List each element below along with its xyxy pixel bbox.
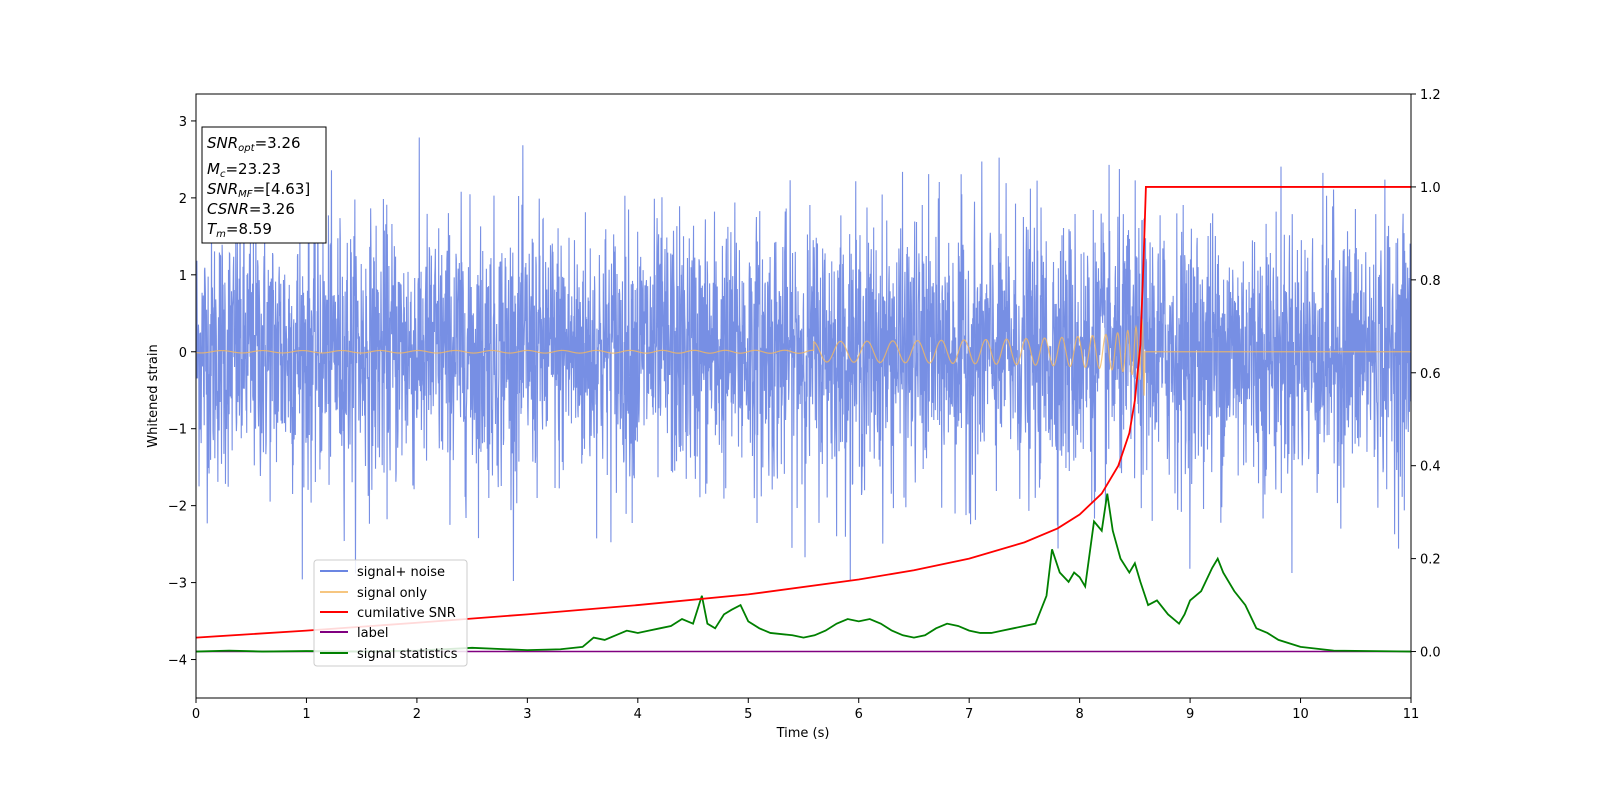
x-tick-label-7: 7 xyxy=(965,707,973,722)
signal-noise-line xyxy=(196,137,1411,582)
series-signal-noise xyxy=(196,137,1411,582)
y-right-tick-label-5: 0.2 xyxy=(1420,553,1441,568)
x-tick-label-1: 1 xyxy=(302,707,310,722)
y-axis-left: 3 2 1 0 −1 −2 −3 −4 xyxy=(168,115,196,669)
legend-label-cumulative-snr: cumilative SNR xyxy=(357,606,456,621)
annotation-mc: Mc=23.23 xyxy=(207,160,281,180)
x-tick-label-8: 8 xyxy=(1075,707,1083,722)
y-left-tick-label-4: −1 xyxy=(168,423,187,438)
x-tick-label-3: 3 xyxy=(523,707,531,722)
x-tick-label-11: 11 xyxy=(1403,707,1420,722)
legend-label-signal-noise: signal+ noise xyxy=(357,565,445,580)
y-left-tick-label-6: −3 xyxy=(168,577,187,592)
annotation-tm: Tm=8.59 xyxy=(207,220,272,240)
y-right-tick-label-4: 0.4 xyxy=(1420,460,1441,475)
plot-frame xyxy=(195,93,1412,699)
y-left-tick-label-2: 1 xyxy=(179,269,187,284)
y-right-tick-label-6: 0.0 xyxy=(1420,646,1441,661)
legend: signal+ noise signal only cumilative SNR… xyxy=(313,559,468,667)
series-signal-statistics xyxy=(196,493,1411,653)
legend-label-signal-statistics: signal statistics xyxy=(357,647,458,662)
y-right-tick-label-3: 0.6 xyxy=(1420,367,1441,382)
signal-only-line xyxy=(196,318,1411,396)
annotation-box: SNRopt=3.26 Mc=23.23 SNRMF=[4.63] CSNR=3… xyxy=(201,126,327,244)
x-tick-label-0: 0 xyxy=(192,707,200,722)
y-left-tick-label-5: −2 xyxy=(168,500,187,515)
legend-label-label: label xyxy=(357,626,388,641)
annotation-snr-opt: SNRopt=3.26 xyxy=(207,134,301,154)
x-axis-label: Time (s) xyxy=(776,726,830,741)
y-left-tick-label-7: −4 xyxy=(168,654,187,669)
x-tick-label-10: 10 xyxy=(1292,707,1309,722)
legend-label-signal-only: signal only xyxy=(357,586,427,601)
x-tick-label-4: 4 xyxy=(634,707,642,722)
annotation-csnr: CSNR=3.26 xyxy=(207,200,295,218)
y-left-tick-label-1: 2 xyxy=(179,192,187,207)
annotation-snr-mf: SNRMF=[4.63] xyxy=(207,180,310,200)
cumulative-snr-line xyxy=(196,186,1411,639)
series-signal-only xyxy=(196,318,1411,396)
y-left-tick-label-3: 0 xyxy=(179,346,187,361)
x-tick-label-5: 5 xyxy=(744,707,752,722)
y-axis-right: 1.2 1.0 0.8 0.6 0.4 0.2 0.0 xyxy=(1411,88,1441,661)
legend-frame xyxy=(313,559,468,667)
y-right-tick-label-1: 1.0 xyxy=(1420,181,1441,196)
signal-statistics-line xyxy=(196,493,1411,653)
annotation-frame xyxy=(201,126,327,244)
x-tick-label-6: 6 xyxy=(855,707,863,722)
x-tick-label-2: 2 xyxy=(413,707,421,722)
y-left-tick-label-0: 3 xyxy=(179,115,187,130)
y-right-tick-label-2: 0.8 xyxy=(1420,274,1441,289)
x-axis: 0 1 2 3 4 5 6 7 8 9 10 11 xyxy=(192,698,1419,722)
y-right-tick-label-0: 1.2 xyxy=(1420,88,1441,103)
x-tick-label-9: 9 xyxy=(1186,707,1194,722)
series-cumulative-snr xyxy=(196,186,1411,639)
y-axis-left-label: Whitened strain xyxy=(146,344,161,447)
